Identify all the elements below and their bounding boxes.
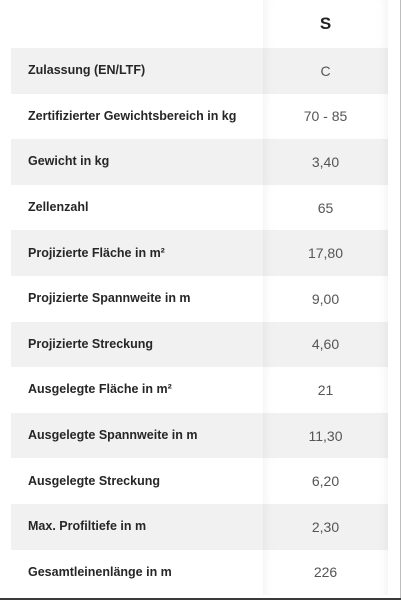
table-row-ausg-flaeche: Ausgelegte Fläche in m² 21 [11, 367, 388, 413]
table-row-gewichtsbereich: Zertifizierter Gewichtsbereich in kg 70 … [11, 94, 388, 140]
window-bottom-border [0, 598, 401, 600]
table-row-leinenlaenge: Gesamtleinenlänge in m 226 [11, 550, 388, 596]
row-value: 11,30 [263, 413, 388, 459]
table-row-profiltiefe: Max. Profiltiefe in m 2,30 [11, 503, 388, 550]
row-label: Ausgelegte Fläche in m² [28, 382, 172, 397]
row-value: 9,00 [263, 276, 388, 322]
table-row-gewicht: Gewicht in kg 3,40 [11, 139, 388, 185]
row-value: 4,60 [263, 322, 388, 368]
table-row-zellenzahl: Zellenzahl 65 [11, 185, 388, 231]
row-value: 2,30 [263, 504, 388, 550]
header-empty-cell [11, 0, 263, 48]
table-header-row: S [11, 0, 388, 48]
row-label: Gewicht in kg [28, 154, 110, 169]
table-row-ausg-spannweite: Ausgelegte Spannweite in m 11,30 [11, 412, 388, 459]
row-label: Projizierte Spannweite in m [28, 291, 191, 306]
table-row-proj-spannweite: Projizierte Spannweite in m 9,00 [11, 276, 388, 322]
row-value: 21 [263, 367, 388, 413]
row-label: Ausgelegte Spannweite in m [28, 428, 198, 443]
row-value: 70 - 85 [263, 94, 388, 140]
row-value: 226 [263, 550, 388, 596]
row-label: Max. Profiltiefe in m [28, 519, 147, 534]
row-label: Zertifizierter Gewichtsbereich in kg [28, 108, 237, 123]
table-row-ausg-streckung: Ausgelegte Streckung 6,20 [11, 458, 388, 504]
row-value: 65 [263, 185, 388, 231]
size-column-header: S [263, 0, 388, 48]
table-row-proj-flaeche: Projizierte Fläche in m² 17,80 [11, 230, 388, 276]
row-label: Zellenzahl [28, 200, 89, 215]
row-value: 6,20 [263, 458, 388, 504]
row-value: 3,40 [263, 139, 388, 185]
row-label: Gesamtleinenlänge in m [28, 564, 172, 579]
row-value: 17,80 [263, 230, 388, 276]
row-label: Projizierte Fläche in m² [28, 245, 165, 260]
row-value: C [263, 48, 388, 94]
row-label: Projizierte Streckung [28, 336, 154, 351]
table-row-proj-streckung: Projizierte Streckung 4,60 [11, 321, 388, 368]
table-row-zulassung: Zulassung (EN/LTF) C [11, 48, 388, 94]
specs-table: S Zulassung (EN/LTF) C Zertifizierter Ge… [11, 0, 388, 595]
row-label: Zulassung (EN/LTF) [28, 63, 146, 78]
row-label: Ausgelegte Streckung [28, 473, 160, 488]
